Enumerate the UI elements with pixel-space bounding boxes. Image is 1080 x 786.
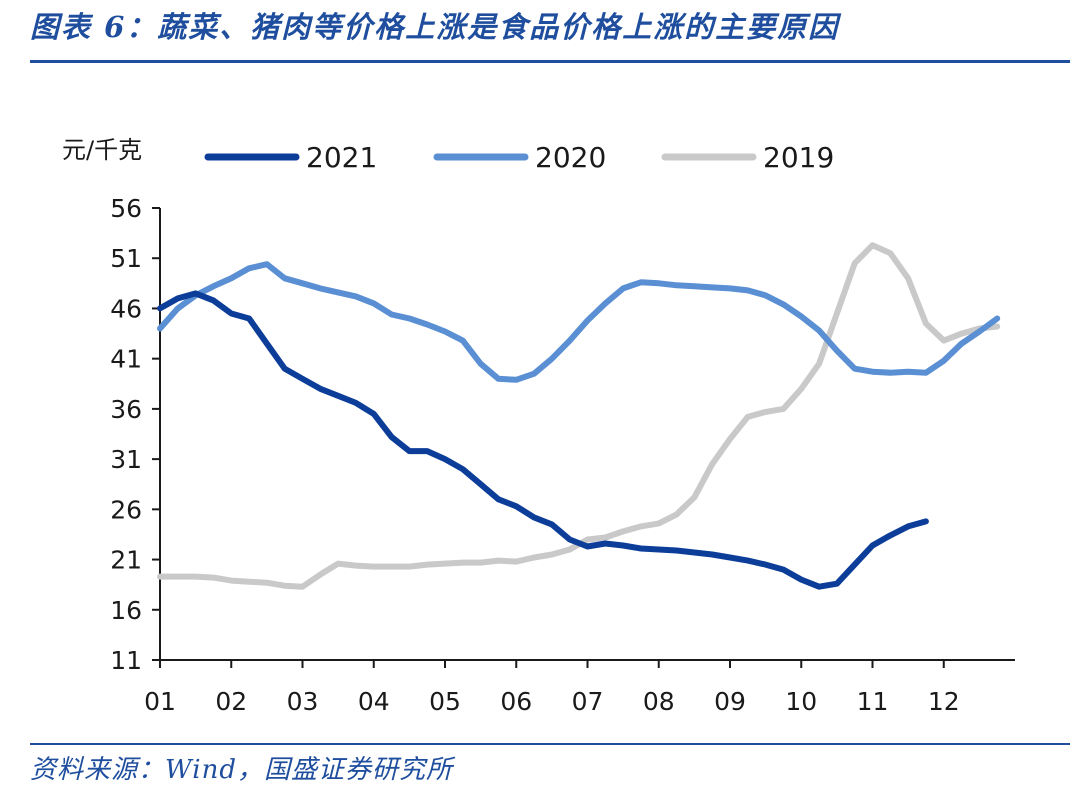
x-tick-label: 11: [857, 687, 889, 716]
x-tick-label: 07: [572, 687, 604, 716]
y-tick-labels: 56 51 46 41 36 31 26 21 16 11: [110, 194, 142, 675]
x-tick-label: 05: [429, 687, 461, 716]
x-tick-label: 08: [643, 687, 675, 716]
source-note: 资料来源：Wind，国盛证券研究所: [30, 755, 453, 785]
source-divider: [30, 743, 1070, 745]
y-tick-label: 36: [110, 395, 142, 424]
chart-title: 图表 6：蔬菜、猪肉等价格上涨是食品价格上涨的主要原因: [30, 10, 840, 44]
series-line-2019: [157, 242, 1001, 590]
y-tick-label: 56: [110, 194, 142, 223]
legend-label-2019: 2019: [763, 141, 834, 174]
x-tick-label: 06: [500, 687, 532, 716]
y-tick-label: 21: [110, 546, 142, 575]
series-line-2021: [157, 290, 929, 590]
y-tick-label: 16: [110, 596, 142, 625]
series-lines: [157, 242, 1001, 590]
y-axis-unit-label: 元/千克: [62, 136, 142, 164]
x-tick-label: 04: [358, 687, 390, 716]
y-tick-label: 46: [110, 294, 142, 323]
x-tick-label: 10: [785, 687, 817, 716]
y-tick-label: 26: [110, 495, 142, 524]
legend-label-2021: 2021: [306, 141, 377, 174]
x-tick-label: 03: [287, 687, 319, 716]
legend-label-2020: 2020: [535, 141, 606, 174]
y-tick-label: 31: [110, 445, 142, 474]
x-tick-label: 09: [714, 687, 746, 716]
x-tick-label: 02: [215, 687, 247, 716]
y-tick-label: 41: [110, 345, 142, 374]
y-tick-label: 51: [110, 244, 142, 273]
chart-axes: [152, 207, 1015, 668]
chart-legend: 2021 2020 2019: [204, 141, 834, 174]
x-tick-labels: 01 02 03 04 05 06 07 08 09 10 11 12: [144, 687, 960, 716]
x-tick-label: 12: [928, 687, 960, 716]
series-line-2020: [157, 261, 1001, 383]
title-divider: [30, 60, 1070, 63]
y-tick-label: 11: [110, 646, 142, 675]
x-tick-label: 01: [144, 687, 176, 716]
